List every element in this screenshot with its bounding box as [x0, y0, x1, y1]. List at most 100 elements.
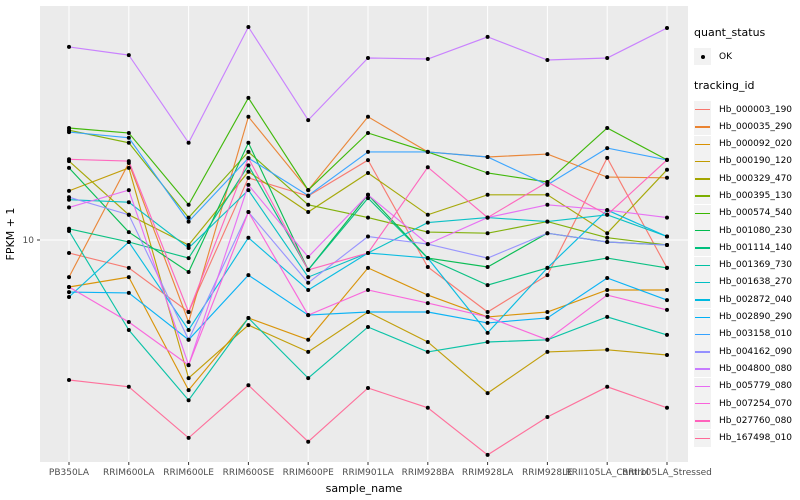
- legend-title-quant-status: quant_status: [694, 26, 766, 39]
- legend-line-swatch: [695, 178, 710, 180]
- data-point: [605, 314, 610, 319]
- legend-item-Hb_005779_080: Hb_005779_080: [694, 377, 798, 395]
- data-point: [366, 310, 370, 314]
- legend-title-tracking-id: tracking_id: [694, 79, 755, 92]
- data-point: [126, 159, 131, 164]
- data-point: [67, 188, 71, 193]
- legend-line-swatch: [695, 109, 710, 111]
- legend-item-label: Hb_004162_090: [719, 346, 793, 357]
- legend-item-Hb_004162_090: Hb_004162_090: [694, 343, 798, 361]
- x-axis-title: sample_name: [326, 482, 403, 495]
- data-point: [246, 188, 251, 193]
- x-tick-label: RRII105LA_Stressed: [622, 468, 712, 478]
- legend-item-Hb_002890_290: Hb_002890_290: [694, 308, 798, 326]
- data-point: [366, 114, 370, 119]
- data-point: [186, 215, 191, 220]
- data-point: [186, 435, 191, 440]
- data-point: [67, 157, 71, 162]
- legend-key: [694, 308, 711, 326]
- data-point: [665, 405, 669, 410]
- legend-key: [694, 187, 711, 205]
- data-point: [605, 240, 610, 244]
- legend-item-label: OK: [719, 51, 732, 62]
- legend-key: [694, 325, 711, 343]
- data-point: [485, 320, 490, 325]
- data-point: [605, 288, 610, 292]
- data-point: [306, 439, 311, 444]
- legend-key: [694, 343, 711, 361]
- data-point: [246, 273, 251, 278]
- data-point: [425, 405, 430, 410]
- data-point: [605, 276, 610, 280]
- legend-item-label: Hb_000035_290: [719, 121, 793, 132]
- legend-item-Hb_002872_040: Hb_002872_040: [694, 291, 798, 309]
- legend-line-swatch: [695, 333, 710, 336]
- data-point: [485, 192, 490, 197]
- legend-key: [694, 395, 711, 413]
- legend-key: [694, 239, 711, 257]
- legend-line-swatch: [695, 143, 710, 145]
- data-point: [186, 243, 191, 247]
- legend-line-swatch: [695, 247, 710, 249]
- legend-line-swatch: [695, 264, 710, 267]
- data-point: [306, 349, 311, 354]
- data-point: [665, 234, 669, 239]
- legend-item-Hb_003158_010: Hb_003158_010: [694, 325, 798, 343]
- legend-item-Hb_000190_120: Hb_000190_120: [694, 152, 798, 170]
- data-point: [186, 337, 191, 342]
- legend-key: [694, 291, 711, 309]
- data-point: [306, 202, 311, 207]
- data-point: [126, 275, 131, 280]
- data-point: [67, 126, 71, 130]
- data-point: [665, 307, 669, 312]
- data-point: [246, 383, 251, 388]
- data-point: [545, 316, 550, 320]
- data-point: [425, 349, 430, 354]
- data-point: [485, 340, 490, 344]
- data-point: [605, 126, 610, 130]
- data-point: [126, 384, 131, 389]
- data-point: [67, 44, 71, 49]
- data-point: [67, 130, 71, 135]
- data-point: [545, 58, 550, 62]
- data-point: [665, 353, 669, 357]
- legend-line-swatch: [695, 160, 710, 163]
- data-point: [485, 265, 490, 269]
- data-point: [545, 310, 550, 314]
- legend-key: [694, 204, 711, 222]
- data-point: [366, 196, 370, 201]
- data-point: [126, 320, 131, 324]
- data-point: [366, 288, 370, 292]
- legend-key: [694, 377, 711, 395]
- data-point: [485, 215, 490, 220]
- legend-item-label: Hb_000092_020: [719, 139, 793, 150]
- legend-item-label: Hb_004800_080: [719, 363, 793, 374]
- data-point: [306, 337, 311, 342]
- data-point: [605, 212, 610, 217]
- legend-item-label: Hb_007254_070: [719, 398, 793, 409]
- legend-key: [694, 48, 711, 65]
- legend-item-Hb_001369_730: Hb_001369_730: [694, 256, 798, 274]
- legend-key: [694, 118, 711, 136]
- data-point: [67, 205, 71, 210]
- data-point: [545, 219, 550, 224]
- data-point: [126, 230, 131, 235]
- data-point: [425, 212, 430, 217]
- data-point: [425, 230, 430, 235]
- data-point: [126, 53, 131, 58]
- data-point: [246, 25, 251, 29]
- data-point: [665, 332, 669, 337]
- data-point: [186, 219, 191, 224]
- data-point: [665, 26, 669, 30]
- data-point: [425, 310, 430, 314]
- data-point: [366, 171, 370, 175]
- data-point: [485, 310, 490, 314]
- data-point: [126, 328, 131, 332]
- data-point: [366, 215, 370, 220]
- data-point: [545, 265, 550, 270]
- y-axis-title: FPKM + 1: [4, 208, 17, 261]
- data-point: [665, 157, 669, 162]
- data-point: [366, 149, 370, 154]
- data-point: [306, 275, 311, 280]
- legend-item-Hb_000092_020: Hb_000092_020: [694, 135, 798, 153]
